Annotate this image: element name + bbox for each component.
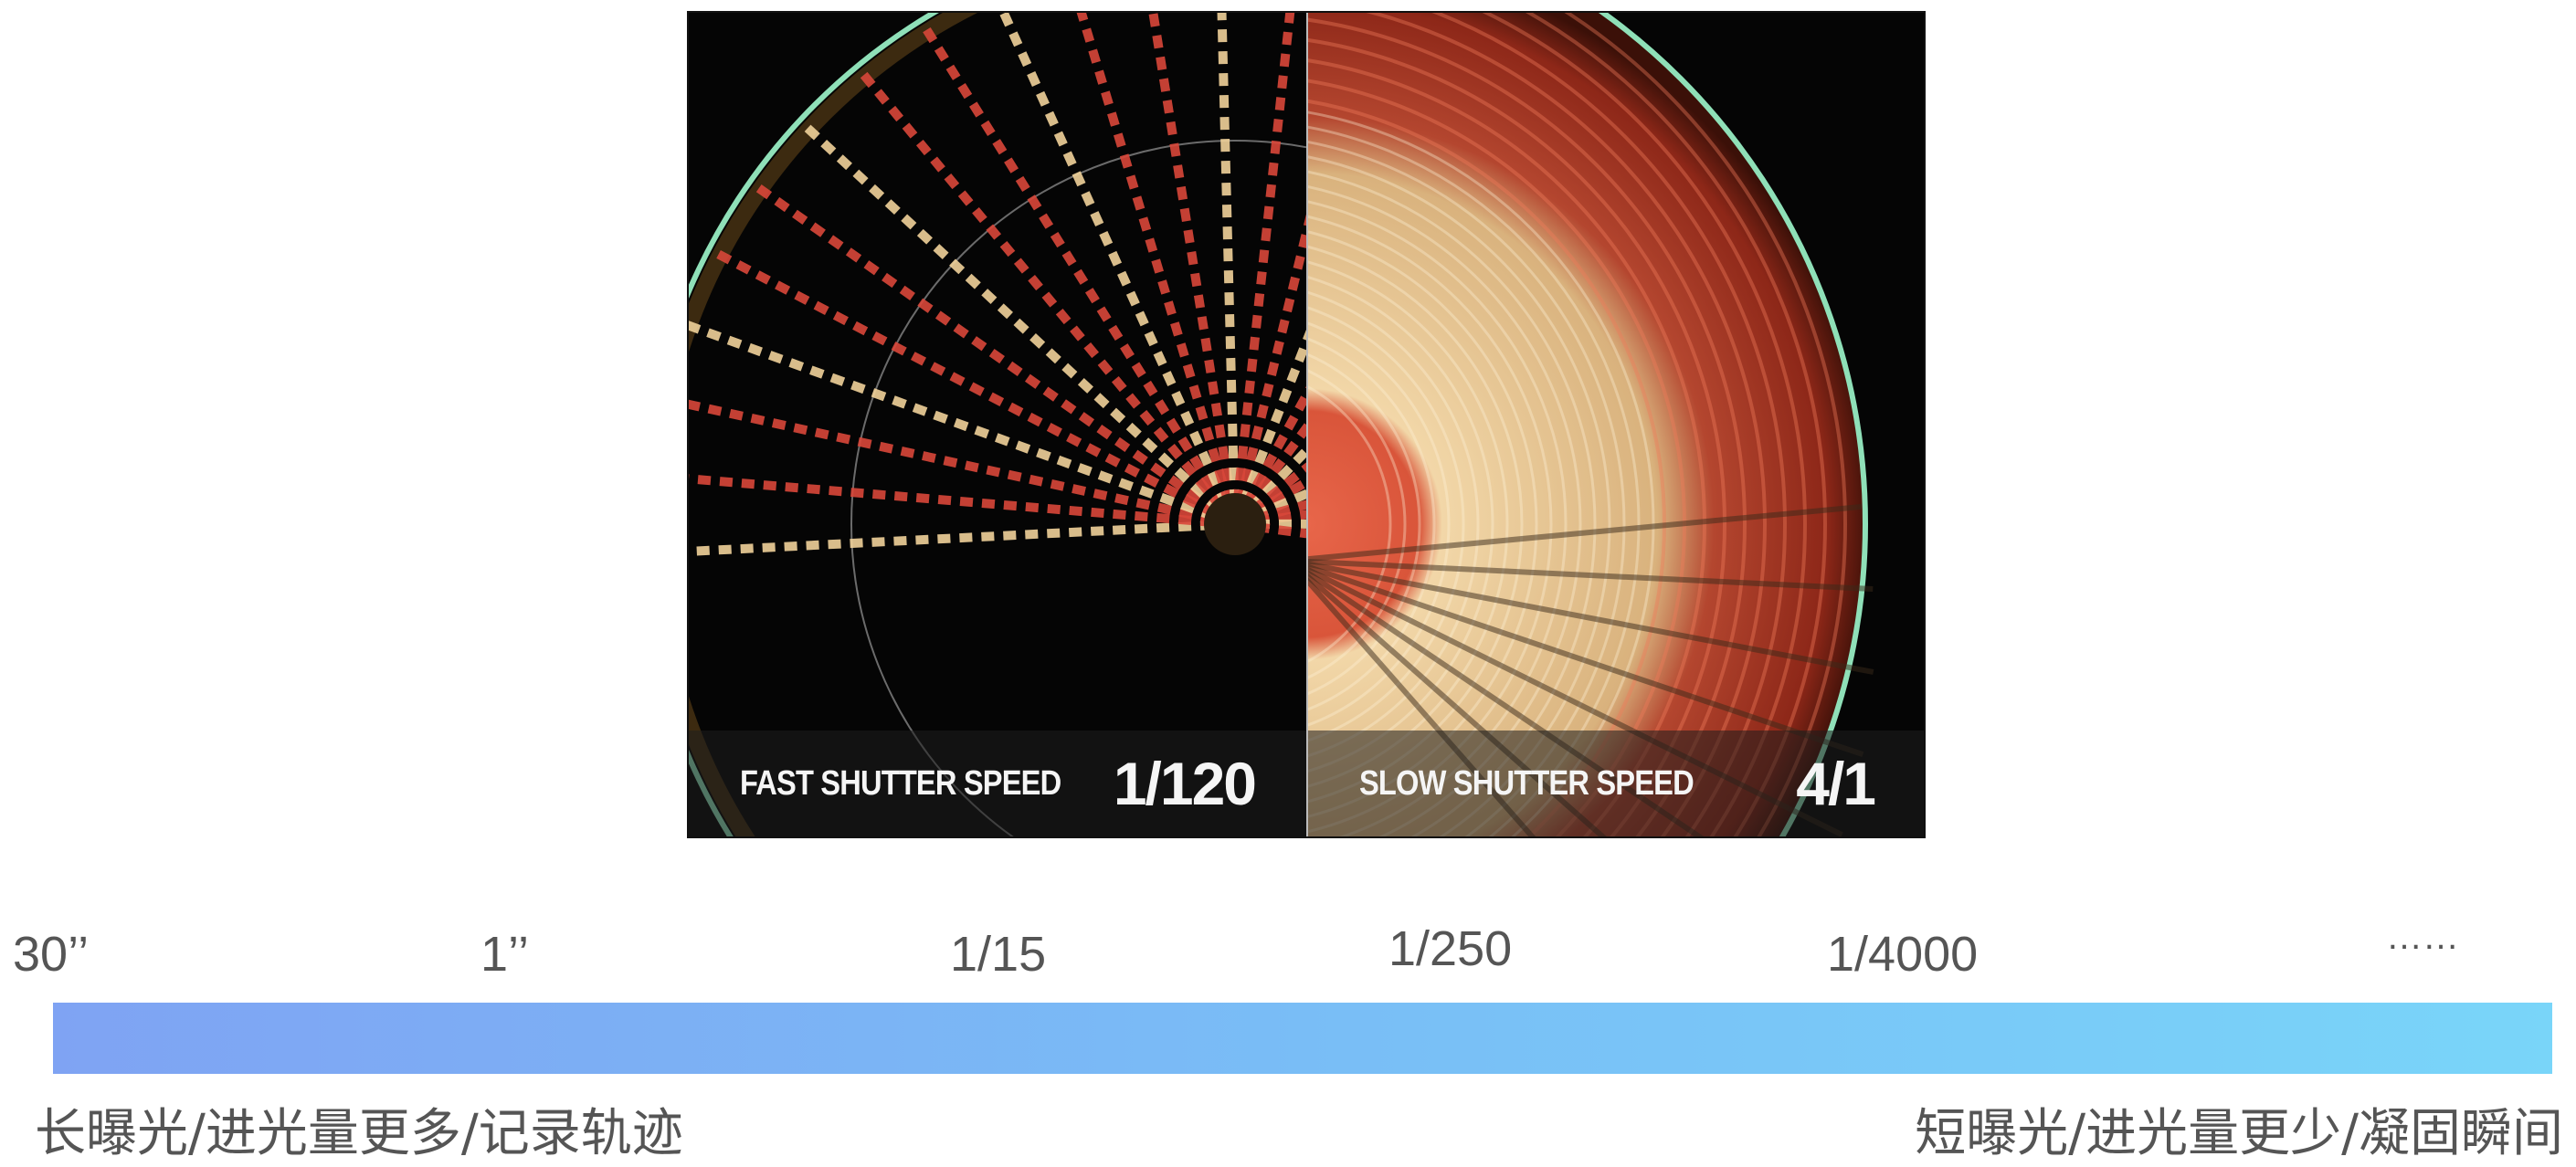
slow-shutter-caption: SLOW SHUTTER SPEED 4/1 (1308, 731, 1924, 836)
tick-1-15: 1/15 (950, 927, 1047, 982)
slow-shutter-label: SLOW SHUTTER SPEED (1359, 763, 1694, 803)
shutter-speed-gradient-bar (53, 1003, 2552, 1074)
fast-shutter-label: FAST SHUTTER SPEED (740, 763, 1061, 803)
tick-ellipsis: …… (2386, 917, 2459, 957)
ferris-wheel-image (689, 13, 1924, 836)
long-exposure-caption: 长曝光/进光量更多/记录轨迹 (35, 1104, 683, 1163)
fast-shutter-caption: FAST SHUTTER SPEED 1/120 (689, 731, 1306, 836)
tick-1-250: 1/250 (1388, 921, 1513, 976)
short-exposure-caption: 短曝光/进光量更少/凝固瞬间 (1915, 1104, 2563, 1163)
slow-shutter-value: 4/1 (1796, 750, 1876, 817)
fast-shutter-value: 1/120 (1113, 750, 1257, 817)
tick-1-4000: 1/4000 (1827, 927, 1979, 982)
tick-30s: 30’’ (13, 927, 90, 982)
tick-1s: 1’’ (480, 927, 530, 982)
ferris-wheel-comparison-photo: FAST SHUTTER SPEED 1/120 SLOW SHUTTER SP… (687, 11, 1926, 838)
